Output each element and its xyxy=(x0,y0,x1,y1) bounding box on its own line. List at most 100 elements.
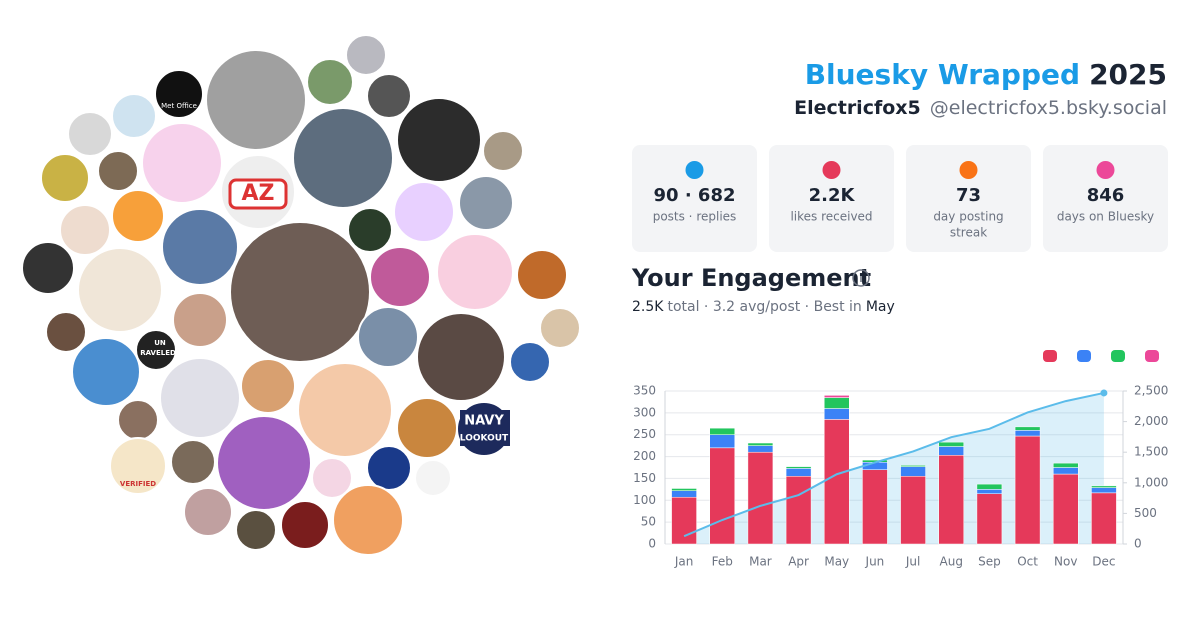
bar-segment xyxy=(747,451,774,545)
bar-segment xyxy=(709,447,735,545)
avatar xyxy=(111,93,157,139)
summary-total: 2.5K xyxy=(632,299,664,315)
y-tick-label: 350 xyxy=(633,384,656,398)
avatar xyxy=(393,181,455,243)
bar-segment xyxy=(1091,485,1117,488)
legend-icon[interactable] xyxy=(1077,350,1091,362)
stat-label: days on Bluesky xyxy=(1057,210,1154,224)
bar-segment xyxy=(938,441,964,447)
avatar xyxy=(45,311,87,353)
avatar xyxy=(59,204,111,256)
x-tick-label: Jun xyxy=(865,555,885,569)
y-tick-label: 0 xyxy=(648,537,656,551)
stat-label: streak xyxy=(950,226,987,240)
bar-segment xyxy=(824,419,850,545)
avatar-label: VERIFIED xyxy=(120,480,156,488)
title-year: 2025 xyxy=(1089,58,1167,91)
avatar xyxy=(311,457,353,499)
stat-value: 846 xyxy=(1087,185,1125,206)
avatar xyxy=(170,439,216,485)
summary-best: May xyxy=(866,299,895,315)
bar-segment xyxy=(976,489,1003,494)
bar-segment xyxy=(900,466,926,477)
avatar xyxy=(396,397,458,459)
avatar xyxy=(172,292,228,348)
display-name: Electricfox5 xyxy=(794,97,921,119)
x-tick-label: Dec xyxy=(1092,555,1115,569)
stat-value: 73 xyxy=(956,185,981,206)
handle: @electricfox5.bsky.social xyxy=(930,97,1167,119)
bar-segment xyxy=(900,475,926,545)
bar-segment xyxy=(938,446,964,456)
avatar xyxy=(369,246,431,308)
x-tick-label: Jul xyxy=(905,555,920,569)
bar-segment xyxy=(824,395,850,398)
bar-segment xyxy=(976,493,1003,545)
bar-segment xyxy=(671,496,697,545)
stat-card xyxy=(1043,145,1168,252)
bar-segment xyxy=(862,469,888,545)
avatar xyxy=(297,362,393,458)
avatar xyxy=(229,221,371,363)
avatar xyxy=(436,233,514,311)
y2-tick-label: 0 xyxy=(1134,537,1142,551)
avatar xyxy=(117,399,159,441)
avatar-label: RAVELED xyxy=(140,349,176,357)
info-icon[interactable] xyxy=(852,269,870,287)
line-area xyxy=(684,392,1104,544)
summary: 2.5K total · 3.2 avg/post · Best in May xyxy=(632,299,895,315)
avatar xyxy=(280,500,330,550)
avatar xyxy=(509,341,551,383)
y-tick-label: 150 xyxy=(633,471,656,485)
y2-tick-label: 2,000 xyxy=(1134,414,1168,428)
bar-segment xyxy=(900,465,926,467)
avatar-label: LOOKOUT xyxy=(460,434,509,444)
bar-segment xyxy=(709,434,735,449)
x-tick-label: Oct xyxy=(1017,555,1038,569)
x-tick-label: Jan xyxy=(674,555,694,569)
title-text: Bluesky Wrapped xyxy=(805,58,1080,91)
avatar xyxy=(109,437,167,495)
stat-label: likes received xyxy=(790,210,872,224)
y-tick-label: 250 xyxy=(633,427,656,441)
avatar xyxy=(458,175,514,231)
avatar-label: Met Office xyxy=(161,102,197,110)
avatar xyxy=(97,150,139,192)
x-tick-label: Apr xyxy=(788,555,809,569)
avatar xyxy=(235,509,277,551)
avatar xyxy=(396,97,482,183)
stat-card xyxy=(632,145,757,252)
cumulative-line xyxy=(683,391,1105,538)
x-tick-label: Nov xyxy=(1054,555,1077,569)
avatar xyxy=(306,58,354,106)
legend-icon[interactable] xyxy=(1145,350,1159,362)
avatar xyxy=(414,459,452,497)
bar-segment xyxy=(747,442,774,446)
bar-segment xyxy=(824,397,850,409)
y-tick-label: 50 xyxy=(641,515,656,529)
legend-icon[interactable] xyxy=(1043,350,1057,362)
legend-icon[interactable] xyxy=(1111,350,1125,362)
y-tick-label: 100 xyxy=(633,493,656,507)
avatar xyxy=(71,337,141,407)
title: Bluesky Wrapped 2025 xyxy=(805,58,1167,91)
bar-segment xyxy=(709,427,735,435)
avatar xyxy=(67,111,113,157)
bar-segment xyxy=(976,483,1003,490)
avatar xyxy=(141,122,223,204)
bar-segment xyxy=(785,468,812,477)
x-tick-label: Sep xyxy=(978,555,1001,569)
avatar xyxy=(345,34,387,76)
stat-value: 2.2K xyxy=(809,185,856,206)
avatar xyxy=(366,445,412,491)
avatar xyxy=(111,189,165,243)
avatar-label: NAVY xyxy=(464,414,504,429)
x-tick-label: Aug xyxy=(940,555,963,569)
y2-tick-label: 1,000 xyxy=(1134,475,1168,489)
avatar xyxy=(159,357,241,439)
avatar xyxy=(40,153,90,203)
y2-tick-label: 1,500 xyxy=(1134,445,1168,459)
bar-segment xyxy=(824,408,850,420)
avatar xyxy=(135,329,177,371)
